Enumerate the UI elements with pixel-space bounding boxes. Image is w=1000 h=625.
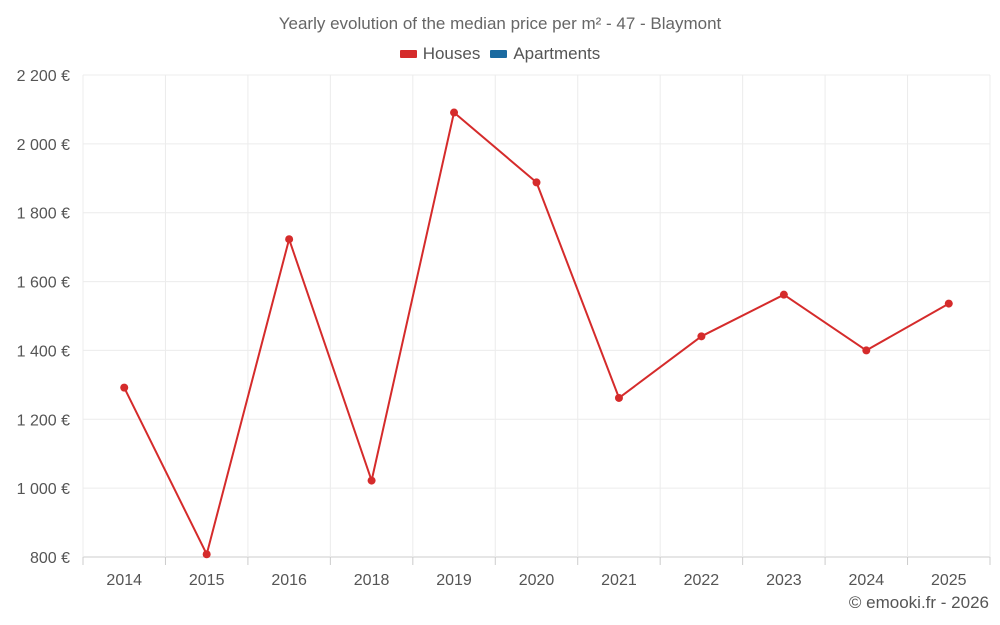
credit-text: © emooki.fr - 2026 (848, 593, 989, 612)
y-tick-label: 1 800 € (17, 206, 70, 223)
legend-swatch-apartments (490, 50, 508, 58)
data-point (532, 178, 541, 187)
data-point (202, 550, 211, 559)
x-tick-label: 2020 (519, 572, 555, 589)
x-tick-label: 2022 (684, 572, 720, 589)
data-point (697, 332, 706, 341)
legend-label-apartments: Apartments (513, 44, 601, 63)
y-tick-label: 2 000 € (17, 137, 70, 154)
data-point (450, 108, 459, 117)
x-tick-label: 2015 (189, 572, 225, 589)
legend-label-houses: Houses (422, 44, 481, 63)
y-tick-label: 1 600 € (17, 275, 70, 292)
data-point (614, 393, 623, 402)
legend-item-houses[interactable]: Houses (399, 44, 481, 64)
data-point (285, 235, 294, 244)
x-tick-label: 2024 (849, 572, 885, 589)
y-tick-label: 800 € (30, 550, 70, 567)
data-point (120, 383, 129, 392)
y-tick-label: 1 000 € (17, 481, 70, 498)
data-point (862, 346, 871, 355)
y-tick-label: 1 200 € (17, 412, 70, 429)
legend-swatch-houses (399, 50, 417, 58)
chart-title: Yearly evolution of the median price per… (278, 14, 722, 33)
x-tick-label: 2023 (766, 572, 802, 589)
x-tick-label: 2016 (271, 572, 307, 589)
y-tick-label: 1 400 € (17, 343, 70, 360)
data-point (779, 290, 788, 299)
legend-item-apartments[interactable]: Apartments (490, 44, 600, 64)
data-point (367, 476, 376, 485)
y-tick-label: 2 200 € (17, 68, 70, 85)
x-tick-label: 2018 (354, 572, 390, 589)
legend: Houses Apartments (0, 44, 1000, 64)
x-tick-label: 2025 (931, 572, 967, 589)
x-tick-label: 2021 (601, 572, 637, 589)
x-tick-label: 2014 (106, 572, 142, 589)
x-tick-label: 2019 (436, 572, 472, 589)
data-point (944, 299, 953, 308)
